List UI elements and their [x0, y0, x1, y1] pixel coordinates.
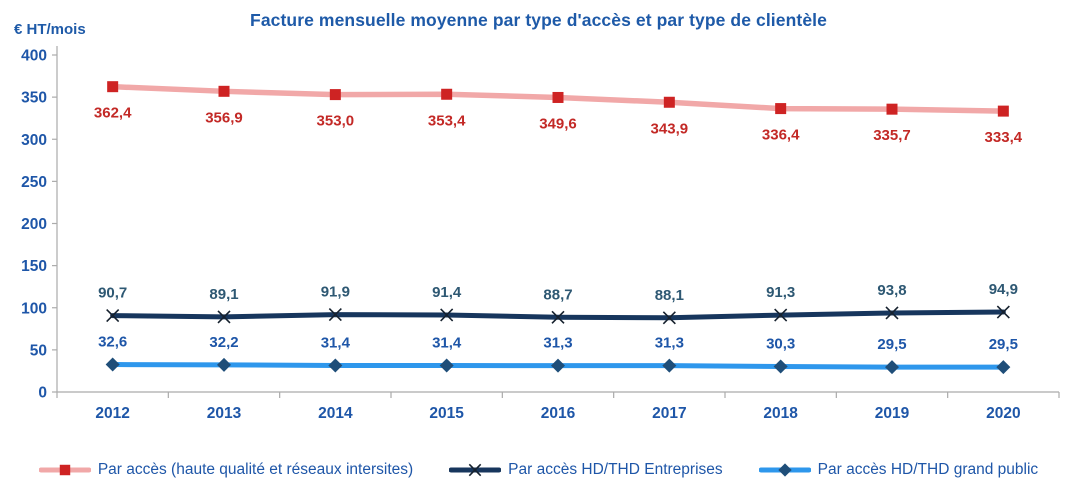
data-label-hd-thd-entreprises: 93,8 — [877, 282, 906, 299]
x-axis-tick-label: 2020 — [986, 405, 1020, 422]
data-label-hd-thd-grand-public: 31,4 — [321, 335, 351, 352]
data-label-hd-thd-grand-public: 31,4 — [432, 335, 462, 352]
diamond-marker — [996, 360, 1011, 375]
diamond-marker — [439, 358, 454, 373]
y-axis-tick-label: 300 — [21, 132, 47, 149]
square-marker — [218, 85, 230, 97]
data-label-haute-qualite: 353,4 — [428, 112, 466, 129]
plot-area: 400 350 300 250 200 150 100 50 0 2012 2013 2014 2015… — [21, 46, 1060, 422]
x-marker — [106, 309, 120, 323]
legend-swatch-hd-thd-entreprises — [449, 463, 502, 477]
y-axis-tick-label: 0 — [38, 385, 47, 402]
x-marker — [440, 308, 454, 322]
data-label-hd-thd-grand-public: 29,5 — [989, 336, 1018, 353]
legend: Par accès (haute qualité et réseaux inte… — [0, 452, 1077, 488]
legend-label-hd-thd-grand-public: Par accès HD/THD grand public — [817, 461, 1039, 478]
data-label-hd-thd-entreprises: 88,1 — [655, 287, 684, 304]
data-label-haute-qualite: 353,0 — [317, 113, 355, 130]
data-label-hd-thd-grand-public: 29,5 — [877, 336, 906, 353]
data-label-haute-qualite: 335,7 — [873, 127, 911, 144]
diamond-marker — [551, 358, 565, 373]
y-axis-tick-label: 200 — [21, 216, 47, 233]
x-axis-tick-label: 2017 — [652, 405, 686, 422]
x-marker — [468, 463, 482, 477]
legend-label-haute-qualite: Par accès (haute qualité et réseaux inte… — [97, 461, 414, 478]
data-label-haute-qualite: 343,9 — [651, 120, 689, 137]
square-marker — [552, 91, 564, 103]
square-marker — [441, 88, 453, 100]
data-label-haute-qualite: 349,6 — [539, 115, 577, 132]
x-marker — [885, 306, 899, 320]
diamond-marker — [777, 463, 792, 477]
diamond-marker — [217, 357, 231, 372]
legend-swatch-hd-thd-grand-public — [758, 463, 811, 477]
y-axis-tick-label: 250 — [21, 174, 47, 191]
x-marker — [328, 308, 342, 322]
legend-item-hd-thd-entreprises: Par accès HD/THD Entreprises — [449, 461, 723, 479]
diamond-marker — [105, 357, 120, 372]
data-label-haute-qualite: 356,9 — [205, 109, 243, 126]
y-axis-tick-label: 150 — [21, 258, 47, 275]
y-axis-tick-label: 50 — [30, 342, 47, 359]
data-label-hd-thd-grand-public: 32,6 — [98, 334, 127, 351]
square-marker — [59, 464, 71, 476]
y-axis-tick-label: 350 — [21, 90, 47, 107]
diamond-marker — [662, 358, 677, 373]
data-label-hd-thd-grand-public: 31,3 — [655, 335, 684, 352]
data-label-hd-thd-grand-public: 31,3 — [543, 335, 572, 352]
square-marker — [775, 103, 787, 115]
data-label-hd-thd-entreprises: 91,3 — [766, 284, 795, 301]
x-marker — [217, 310, 231, 324]
square-marker — [663, 96, 675, 108]
x-axis-tick-label: 2019 — [875, 405, 910, 422]
y-axis-unit-label: € HT/mois — [14, 21, 86, 38]
y-axis-tick-label: 100 — [21, 300, 47, 317]
y-axis-tick-label: 400 — [21, 48, 47, 65]
x-marker — [996, 305, 1010, 319]
data-label-haute-qualite: 336,4 — [762, 127, 800, 144]
data-label-hd-thd-entreprises: 88,7 — [543, 286, 572, 303]
x-axis-tick-label: 2016 — [541, 405, 576, 422]
data-label-hd-thd-entreprises: 90,7 — [98, 285, 127, 302]
chart-title: Facture mensuelle moyenne par type d'acc… — [250, 10, 827, 30]
legend-item-hd-thd-grand-public: Par accès HD/THD grand public — [758, 461, 1039, 479]
legend-label-hd-thd-entreprises: Par accès HD/THD Entreprises — [508, 461, 723, 478]
legend-item-haute-qualite: Par accès (haute qualité et réseaux inte… — [38, 461, 414, 479]
legend-swatch-haute-qualite — [38, 464, 91, 476]
x-axis-tick-label: 2014 — [318, 405, 353, 422]
x-marker — [662, 311, 676, 325]
x-axis-tick-label: 2013 — [207, 405, 242, 422]
square-marker — [329, 89, 341, 101]
square-marker — [997, 105, 1009, 117]
diamond-marker — [885, 360, 899, 375]
data-label-hd-thd-entreprises: 91,9 — [321, 284, 350, 301]
x-axis-tick-label: 2012 — [95, 405, 129, 422]
x-marker — [551, 310, 565, 324]
data-label-haute-qualite: 333,4 — [985, 129, 1023, 146]
data-label-hd-thd-grand-public: 32,2 — [209, 334, 238, 351]
x-marker — [774, 308, 788, 322]
x-axis-tick-label: 2015 — [429, 405, 464, 422]
x-axis-tick-label: 2018 — [763, 405, 798, 422]
diamond-marker — [773, 359, 788, 374]
data-label-hd-thd-entreprises: 89,1 — [209, 286, 238, 303]
diamond-marker — [328, 358, 343, 373]
data-label-haute-qualite: 362,4 — [94, 105, 132, 122]
data-label-hd-thd-entreprises: 94,9 — [989, 281, 1018, 298]
data-label-hd-thd-entreprises: 91,4 — [432, 284, 462, 301]
data-label-hd-thd-grand-public: 30,3 — [766, 335, 795, 352]
square-marker — [107, 81, 119, 93]
square-marker — [886, 103, 898, 115]
